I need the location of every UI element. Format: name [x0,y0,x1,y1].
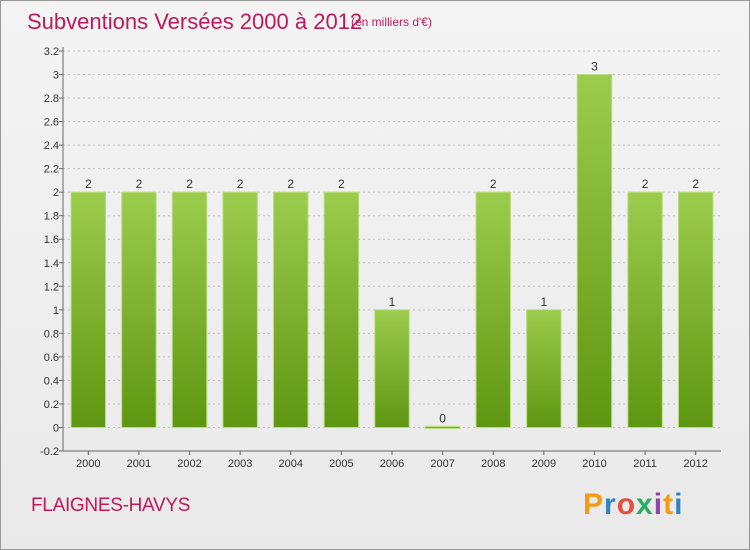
bar [121,191,157,428]
logo-letter: o [616,488,637,521]
y-tick-label: 1.8 [44,211,59,223]
logo-letter: x [636,488,654,521]
proxiti-logo[interactable]: Proxiti [583,488,683,522]
data-label: 0 [439,411,446,425]
y-tick-label: 2.6 [44,117,59,129]
y-tick-label: 3.2 [44,46,59,58]
y-tick-label: 3 [53,70,59,82]
x-tick-label: 2001 [127,458,151,470]
bar [576,74,613,428]
logo-letter: t [663,488,675,521]
data-label: 2 [136,177,143,191]
bar [627,191,663,428]
logo-letter: P [583,488,605,521]
data-label: 1 [389,295,396,309]
logo-letter: r [604,488,617,521]
commune-name: FLAIGNES-HAVYS [31,495,191,516]
data-label: 2 [490,177,497,191]
data-label: 2 [338,177,345,191]
bar [171,191,208,428]
x-tick-label: 2008 [481,458,505,470]
bar [273,191,309,428]
y-tick-label: 2.2 [44,164,59,176]
x-tick-label: 2003 [228,458,252,470]
y-tick-label: 0.4 [44,375,59,387]
bar [222,191,258,428]
y-tick-label: 1.6 [44,234,59,246]
y-tick-label: 1.2 [44,281,59,293]
y-tick-label: 0.2 [44,399,59,411]
bar [424,425,461,429]
data-label: 2 [237,177,244,191]
bar [70,191,107,428]
y-tick-label: 2 [53,187,59,199]
y-tick-label: -0.2 [40,446,59,458]
x-tick-label: 2007 [430,458,454,470]
y-tick-label: 1.4 [44,258,59,270]
x-tick-label: 2004 [279,458,303,470]
data-label: 1 [541,295,548,309]
x-tick-label: 2012 [683,458,707,470]
x-tick-label: 2005 [329,458,353,470]
y-tick-label: 2.8 [44,93,59,105]
y-tick-label: 0 [53,422,59,434]
y-tick-label: 2.4 [44,140,59,152]
chart-title: Subventions Versées 2000 à 2012 [27,9,363,34]
data-label: 3 [591,60,598,74]
data-label: 2 [85,177,92,191]
bar [677,191,714,428]
x-tick-label: 2000 [76,458,100,470]
bar [526,309,562,428]
y-tick-label: 0.6 [44,352,59,364]
x-tick-label: 2006 [380,458,404,470]
bar [374,309,410,428]
x-tick-label: 2011 [633,458,657,470]
x-tick-label: 2009 [532,458,556,470]
bar [323,191,360,428]
logo-letter: i [674,488,684,521]
chart-subtitle: (en milliers d'€) [351,15,432,29]
bar [475,191,511,428]
data-label: 2 [186,177,193,191]
y-tick-label: 1 [53,305,59,317]
x-tick-label: 2010 [582,458,606,470]
data-label: 2 [287,177,294,191]
y-tick-label: 0.8 [44,328,59,340]
data-label: 2 [692,177,699,191]
logo-letter: i [653,488,664,521]
x-tick-label: 2002 [177,458,201,470]
data-label: 2 [642,177,649,191]
